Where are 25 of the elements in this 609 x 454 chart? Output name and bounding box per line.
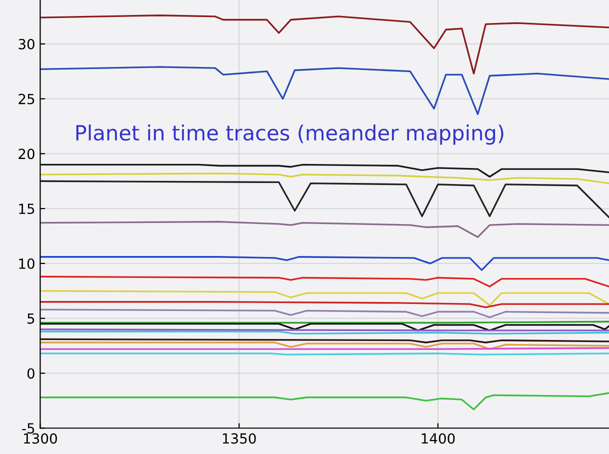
y-tick-label: 5 xyxy=(28,314,34,324)
line-series xyxy=(40,164,609,178)
line-series xyxy=(40,220,609,238)
line-series xyxy=(40,342,609,350)
line-series xyxy=(40,172,609,184)
y-tick-label: 0 xyxy=(27,368,34,379)
y-tick-label: 10 xyxy=(19,258,34,269)
y-tick-label: 20 xyxy=(18,148,34,160)
line-series xyxy=(40,392,609,410)
y-tick-label: 15 xyxy=(19,204,34,214)
line-series xyxy=(40,290,609,306)
line-series xyxy=(40,276,609,288)
y-tick-label: 25 xyxy=(18,94,34,104)
y-tick-label: 30 xyxy=(18,38,34,50)
x-tick-label: 1300 xyxy=(24,433,57,444)
line-series xyxy=(40,66,609,115)
line-series xyxy=(40,308,609,318)
x-tick-label: 1350 xyxy=(222,433,256,444)
x-tick-label: 1400 xyxy=(422,433,455,444)
annotation: Planet in time traces (meander mapping) xyxy=(76,124,504,145)
line-series xyxy=(40,180,609,218)
line-series xyxy=(40,323,609,332)
line-series xyxy=(40,256,609,271)
y-tick-label: -5 xyxy=(22,423,34,434)
line-series xyxy=(40,14,609,74)
